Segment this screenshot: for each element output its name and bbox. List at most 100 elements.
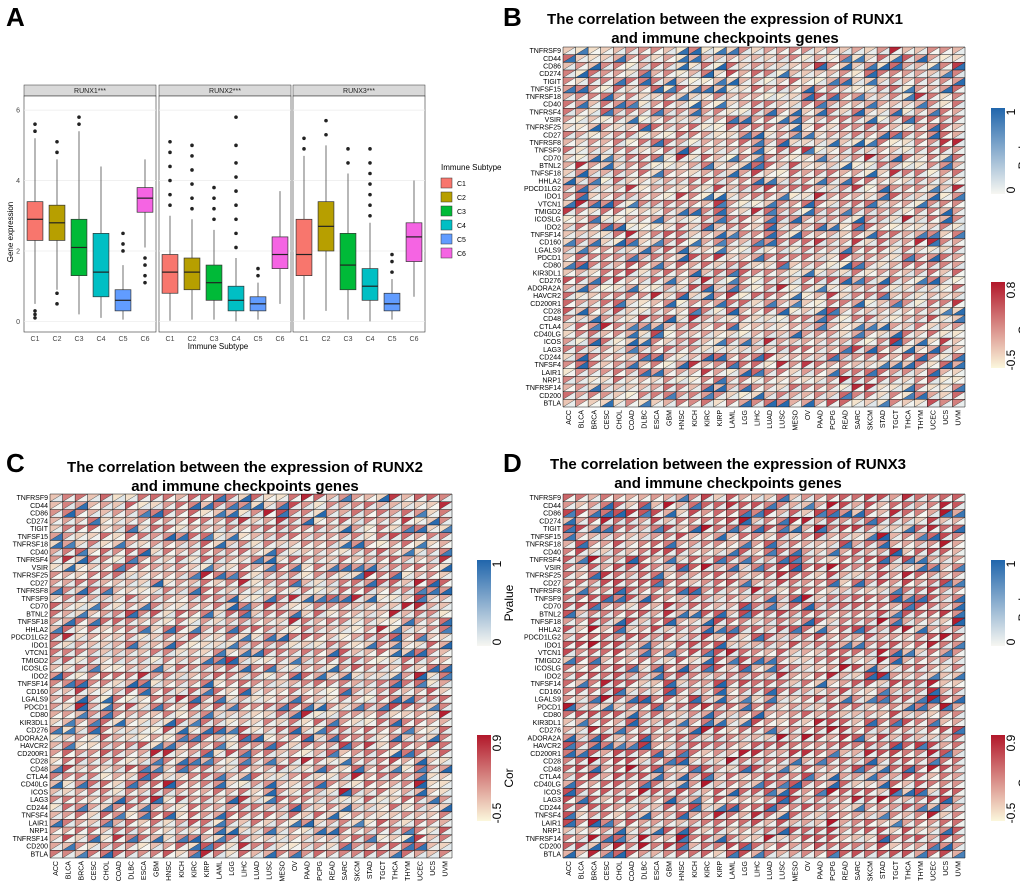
cell-divider [575,177,589,186]
cell-divider [876,245,890,254]
cell-divider [876,62,890,71]
cell-divider [663,169,677,178]
legend-label: C5 [457,237,466,244]
cell-divider [851,108,865,117]
cell-divider [763,92,777,101]
cell-divider [902,207,915,216]
cell-divider [663,54,677,63]
cell-divider [839,200,853,209]
outlier-point [168,150,172,155]
cell-divider [751,161,765,170]
cell-divider [751,154,765,163]
col-label: LUAD [767,410,774,429]
cell-divider [675,46,689,55]
legend-label: C6 [457,251,466,258]
cell-divider [939,69,953,78]
cell-divider [701,123,714,132]
cell-divider [776,46,790,55]
cell-divider [889,245,903,254]
cell-divider [600,108,614,117]
pvalue-cell [650,62,664,70]
outlier-point [368,147,372,151]
facet-panel [23,95,157,333]
y-tick-label: 2 [16,248,20,255]
cell-divider [713,177,727,186]
cell-divider [726,123,739,132]
cell-divider [575,245,589,254]
pvalue-cell [889,62,903,70]
row-label: VTCN1 [538,201,561,208]
cell-divider [902,131,915,140]
cell-divider [638,146,652,155]
cell-divider [751,131,765,140]
cell-divider [763,146,777,155]
cell-divider [738,85,752,94]
cell-divider [726,108,739,117]
outlier-point [190,154,194,158]
cell-divider [562,238,576,247]
box-c1 [161,254,179,294]
cell-divider [851,192,865,201]
cell-divider [625,207,639,216]
cell-divider [851,69,865,78]
cell-divider [688,108,702,117]
cell-divider [801,100,815,109]
cell-divider [876,77,890,86]
cell-divider [738,230,752,239]
cell-divider [801,108,815,117]
cell-divider [927,108,940,117]
cell-divider [650,138,664,147]
col-label: UVM [956,410,963,426]
cell-divider [625,215,639,224]
outlier-point [234,115,238,119]
outlier-point [234,175,238,179]
cell-divider [826,200,840,209]
cell-divider [613,230,626,239]
row-label: TNFSF14 [531,232,561,239]
cell-divider [814,223,827,231]
cell-divider [562,85,576,94]
outlier-point [121,231,125,236]
cell-divider [588,169,601,178]
cell-divider [751,92,765,101]
cell-divider [638,207,652,216]
cell-divider [776,138,790,147]
cell-divider [625,184,639,193]
cell-divider [638,77,652,86]
cell-divider [864,154,878,163]
outlier-point [33,312,37,317]
col-label: LUSC [780,410,787,429]
cell-divider [789,223,802,231]
cell-divider [801,238,815,247]
cell-divider [763,69,777,78]
cell-divider [839,54,853,63]
cell-divider [638,85,652,94]
col-label: ESCA [654,410,661,429]
cell-divider [939,138,953,147]
cell-divider [600,92,614,101]
outlier-point [77,122,81,126]
cell-divider [726,238,739,247]
cell-divider [650,177,664,186]
cell-divider [638,123,652,132]
cell-divider [952,207,966,216]
cell-divider [638,62,652,71]
cell-divider [675,192,689,201]
cell-divider [889,131,903,140]
x-tick-label: C3 [75,336,84,343]
outlier-point [190,196,194,200]
cell-divider [814,46,827,55]
row-label: CD28 [543,309,561,316]
panel-letter-a: A [6,2,25,32]
outlier-point [324,132,328,137]
cell-divider [713,161,727,170]
cell-divider [562,184,576,193]
cell-divider [738,77,752,86]
cell-divider [600,115,614,124]
col-label: TGCT [893,409,900,429]
pvalue-cell [814,62,827,70]
cell-divider [613,131,626,140]
outlier-point [55,291,59,296]
cell-divider [575,207,589,216]
cell-divider [889,169,903,178]
